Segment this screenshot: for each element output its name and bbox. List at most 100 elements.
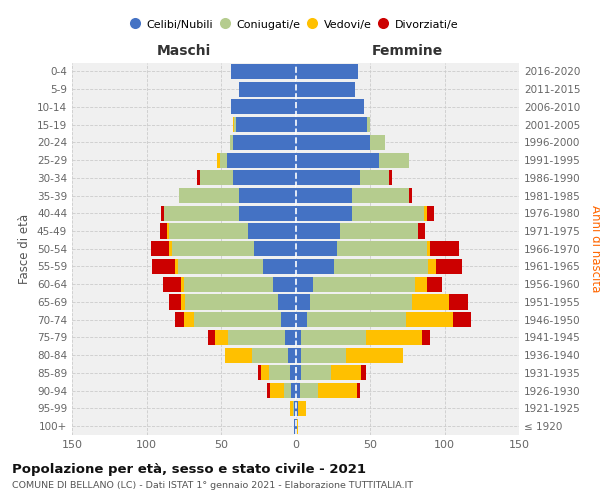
Bar: [296, 366, 301, 380]
Bar: [163, 276, 181, 292]
Bar: [232, 100, 296, 114]
Bar: [181, 294, 185, 310]
Bar: [389, 170, 392, 186]
Bar: [436, 259, 463, 274]
Legend: Celibi/Nubili, Coniugati/e, Vedovi/e, Divorziati/e: Celibi/Nubili, Coniugati/e, Vedovi/e, Di…: [129, 16, 462, 33]
Bar: [258, 366, 261, 380]
Bar: [215, 330, 229, 345]
Bar: [296, 259, 334, 274]
Bar: [294, 418, 296, 434]
Text: Femmine: Femmine: [371, 44, 443, 58]
Bar: [185, 294, 278, 310]
Bar: [179, 188, 239, 203]
Bar: [296, 383, 300, 398]
Bar: [296, 188, 352, 203]
Bar: [175, 312, 184, 327]
Bar: [233, 117, 235, 132]
Bar: [160, 224, 167, 238]
Bar: [252, 348, 288, 362]
Bar: [454, 312, 472, 327]
Bar: [178, 259, 263, 274]
Bar: [239, 188, 296, 203]
Bar: [284, 383, 291, 398]
Bar: [296, 312, 307, 327]
Bar: [406, 312, 454, 327]
Bar: [427, 276, 442, 292]
Bar: [220, 152, 227, 168]
Bar: [296, 330, 301, 345]
Bar: [418, 224, 425, 238]
Bar: [181, 276, 184, 292]
Bar: [290, 366, 296, 380]
Bar: [230, 135, 233, 150]
Bar: [296, 135, 370, 150]
Bar: [172, 241, 254, 256]
Bar: [288, 348, 296, 362]
Bar: [200, 170, 233, 186]
Bar: [233, 170, 296, 186]
Bar: [424, 206, 427, 221]
Bar: [232, 64, 296, 79]
Bar: [318, 383, 356, 398]
Bar: [301, 366, 331, 380]
Bar: [293, 401, 294, 416]
Bar: [331, 366, 361, 380]
Bar: [356, 383, 359, 398]
Bar: [239, 206, 296, 221]
Bar: [296, 100, 364, 114]
Bar: [361, 366, 365, 380]
Bar: [236, 117, 296, 132]
Y-axis label: Anni di nascita: Anni di nascita: [589, 205, 600, 292]
Text: Popolazione per età, sesso e stato civile - 2021: Popolazione per età, sesso e stato civil…: [12, 462, 366, 475]
Bar: [233, 135, 296, 150]
Bar: [167, 224, 169, 238]
Bar: [194, 312, 281, 327]
Bar: [296, 224, 340, 238]
Bar: [296, 82, 355, 96]
Bar: [422, 330, 430, 345]
Bar: [449, 294, 469, 310]
Bar: [273, 276, 296, 292]
Bar: [427, 241, 430, 256]
Bar: [151, 241, 169, 256]
Bar: [229, 330, 285, 345]
Bar: [296, 418, 297, 434]
Bar: [296, 64, 358, 79]
Bar: [285, 330, 296, 345]
Bar: [175, 259, 178, 274]
Y-axis label: Fasce di età: Fasce di età: [19, 214, 31, 284]
Bar: [291, 383, 296, 398]
Bar: [169, 241, 172, 256]
Bar: [296, 276, 313, 292]
Bar: [217, 152, 220, 168]
Bar: [427, 206, 434, 221]
Bar: [296, 294, 310, 310]
Bar: [184, 312, 194, 327]
Bar: [254, 241, 296, 256]
Bar: [337, 241, 427, 256]
Text: COMUNE DI BELLANO (LC) - Dati ISTAT 1° gennaio 2021 - Elaborazione TUTTITALIA.IT: COMUNE DI BELLANO (LC) - Dati ISTAT 1° g…: [12, 481, 413, 490]
Bar: [297, 418, 298, 434]
Bar: [267, 383, 270, 398]
Bar: [169, 294, 181, 310]
Bar: [310, 294, 412, 310]
Bar: [169, 224, 248, 238]
Bar: [294, 401, 296, 416]
Bar: [239, 82, 296, 96]
Bar: [208, 330, 215, 345]
Bar: [296, 348, 301, 362]
Bar: [301, 348, 346, 362]
Bar: [161, 206, 164, 221]
Bar: [340, 224, 418, 238]
Bar: [370, 135, 385, 150]
Bar: [296, 170, 359, 186]
Bar: [334, 259, 428, 274]
Bar: [367, 117, 370, 132]
Bar: [164, 206, 239, 221]
Bar: [296, 152, 379, 168]
Bar: [307, 312, 406, 327]
Bar: [352, 206, 424, 221]
Bar: [415, 276, 427, 292]
Bar: [296, 117, 367, 132]
Bar: [263, 259, 296, 274]
